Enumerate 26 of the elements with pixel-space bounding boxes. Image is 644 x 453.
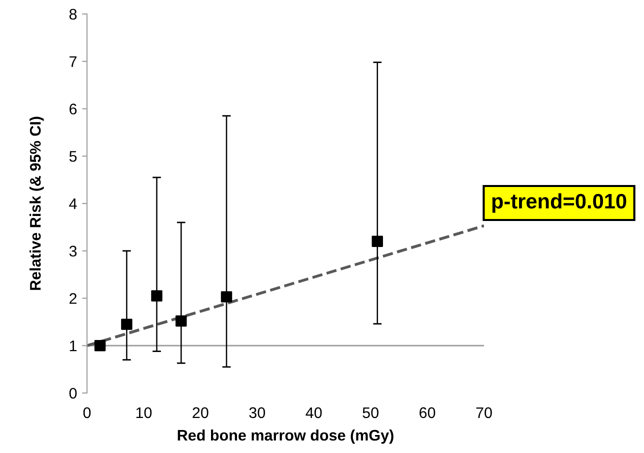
y-tick-label: 1 bbox=[70, 340, 77, 352]
point bbox=[372, 236, 383, 248]
y-tick-label: 8 bbox=[69, 8, 77, 20]
y-tick-label: 0 bbox=[69, 388, 77, 399]
x-tick-label: 60 bbox=[420, 407, 436, 418]
y-tick-label: 7 bbox=[70, 56, 77, 67]
point bbox=[94, 340, 106, 352]
y-tick-label: 3 bbox=[69, 246, 77, 257]
point bbox=[151, 290, 162, 302]
x-axis-title: Red bone marrow dose (mGy) bbox=[178, 429, 394, 444]
y-tick-label: 4 bbox=[69, 198, 77, 210]
y-tick-label: 5 bbox=[69, 151, 77, 162]
point bbox=[220, 291, 232, 302]
x-tick-label: 70 bbox=[476, 407, 492, 418]
y-tick-label: 2 bbox=[70, 293, 77, 304]
x-tick-label: 40 bbox=[306, 407, 322, 418]
x-tick-label: 20 bbox=[192, 407, 208, 418]
x-tick-label: 50 bbox=[362, 407, 378, 418]
text: p-trend=0.010 bbox=[492, 193, 626, 213]
x-tick-label: 10 bbox=[136, 407, 152, 418]
point bbox=[121, 318, 132, 330]
y-axis-title: Relative Risk (& 95% CI) bbox=[30, 116, 44, 290]
x-tick-label: 0 bbox=[83, 407, 91, 418]
y-tick-label: 6 bbox=[70, 104, 77, 114]
point bbox=[176, 315, 187, 327]
x-tick-label: 30 bbox=[249, 407, 266, 418]
